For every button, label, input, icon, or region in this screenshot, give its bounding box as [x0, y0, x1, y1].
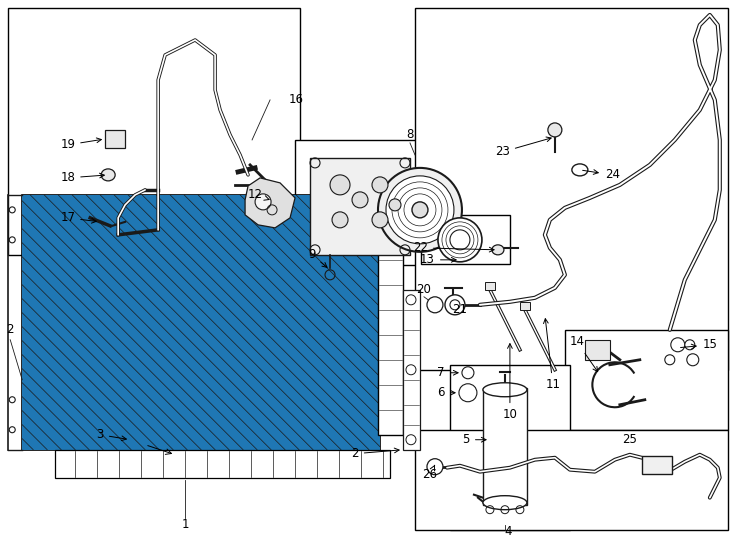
Bar	[585, 340, 610, 360]
Text: 22: 22	[413, 241, 494, 254]
Circle shape	[459, 384, 477, 402]
Text: 18: 18	[60, 171, 104, 184]
Circle shape	[665, 355, 675, 365]
Ellipse shape	[483, 496, 527, 510]
Text: 11: 11	[543, 319, 560, 392]
Ellipse shape	[483, 383, 527, 397]
Circle shape	[671, 338, 685, 352]
Text: 2: 2	[7, 323, 14, 336]
Bar	[295, 140, 510, 265]
Polygon shape	[245, 178, 295, 228]
Circle shape	[378, 168, 462, 252]
Circle shape	[372, 177, 388, 193]
Circle shape	[389, 199, 401, 211]
Text: 23: 23	[495, 137, 551, 158]
Circle shape	[462, 367, 474, 379]
Bar	[403, 290, 420, 450]
Text: 7: 7	[437, 366, 458, 379]
Bar	[378, 220, 403, 435]
Text: 6: 6	[437, 386, 455, 399]
Bar	[483, 388, 527, 505]
Circle shape	[352, 192, 368, 208]
Text: 9: 9	[308, 248, 327, 267]
Circle shape	[386, 176, 454, 244]
Circle shape	[412, 202, 428, 218]
Circle shape	[438, 218, 482, 262]
Bar	[8, 8, 300, 255]
Text: 2: 2	[352, 447, 399, 460]
Circle shape	[450, 230, 470, 250]
Bar	[310, 158, 410, 255]
Text: 13: 13	[420, 253, 456, 266]
Circle shape	[445, 295, 465, 315]
Text: 14: 14	[570, 335, 597, 372]
Bar	[22, 195, 380, 450]
Circle shape	[548, 123, 562, 137]
Bar	[55, 450, 390, 478]
Bar	[22, 195, 380, 450]
Bar	[520, 302, 530, 310]
Bar	[485, 282, 495, 290]
Text: 3: 3	[96, 428, 126, 441]
Text: 19: 19	[60, 138, 101, 151]
Text: 15: 15	[680, 338, 718, 352]
Text: 5: 5	[462, 433, 486, 446]
Ellipse shape	[101, 169, 115, 181]
Text: 1: 1	[181, 518, 189, 531]
Circle shape	[427, 458, 443, 475]
Bar	[565, 330, 728, 430]
Text: 26: 26	[423, 465, 437, 481]
Bar	[415, 8, 728, 370]
Circle shape	[255, 194, 271, 210]
Bar	[421, 215, 510, 264]
Circle shape	[427, 297, 443, 313]
Text: 21: 21	[452, 303, 468, 316]
Circle shape	[687, 354, 699, 366]
Text: 12: 12	[248, 188, 269, 201]
Bar	[105, 130, 126, 148]
Text: 16: 16	[288, 93, 304, 106]
Circle shape	[332, 212, 348, 228]
Circle shape	[330, 175, 350, 195]
Text: 4: 4	[504, 525, 512, 538]
Text: 24: 24	[583, 168, 619, 181]
Circle shape	[685, 340, 695, 350]
Ellipse shape	[572, 164, 588, 176]
Ellipse shape	[492, 245, 504, 255]
Text: 20: 20	[416, 284, 432, 296]
Bar	[642, 456, 672, 474]
Bar	[415, 430, 728, 530]
Bar	[450, 365, 570, 530]
Text: 10: 10	[503, 343, 517, 421]
Text: 8: 8	[407, 129, 414, 141]
Text: 17: 17	[60, 211, 96, 224]
Circle shape	[372, 212, 388, 228]
Text: 25: 25	[622, 433, 637, 446]
